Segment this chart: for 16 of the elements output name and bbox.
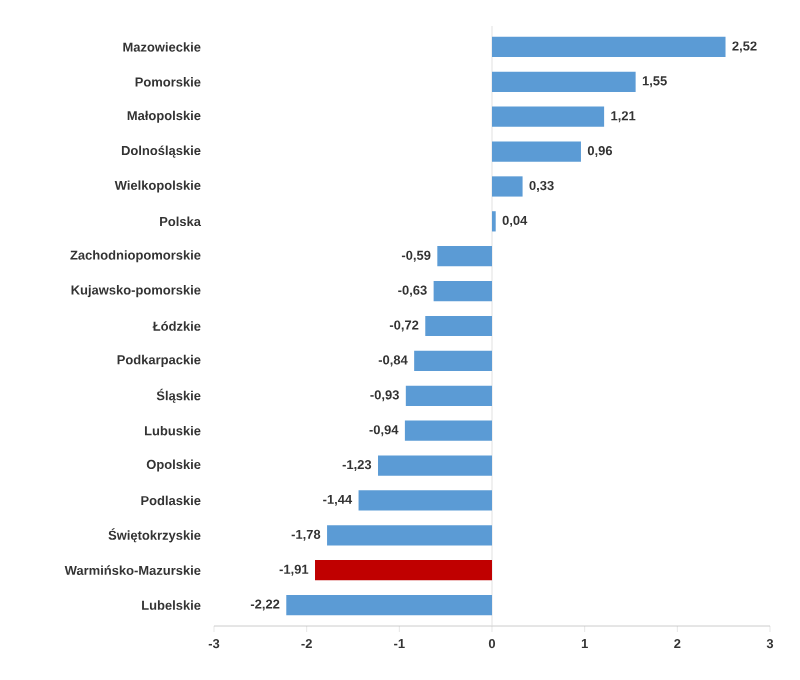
bar xyxy=(433,281,492,302)
bar xyxy=(378,455,492,476)
bar xyxy=(286,594,492,616)
bar xyxy=(491,141,581,162)
bar xyxy=(491,176,523,197)
bar xyxy=(491,106,605,127)
bar xyxy=(437,246,492,267)
bar xyxy=(404,420,492,441)
bar xyxy=(327,525,492,546)
bar xyxy=(315,560,492,581)
bar xyxy=(414,350,492,371)
bar xyxy=(358,490,492,511)
bar xyxy=(491,71,636,92)
bar xyxy=(491,36,726,58)
bar xyxy=(405,385,492,406)
bar xyxy=(425,315,492,337)
